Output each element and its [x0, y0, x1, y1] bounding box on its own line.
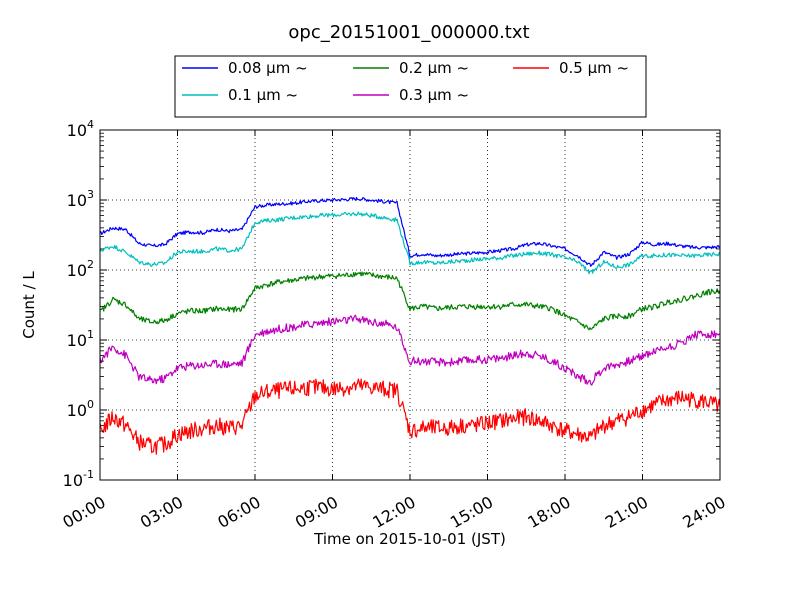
legend-frame	[174, 55, 647, 118]
legend-entry-label: 0.08 μm ~	[228, 59, 308, 77]
legend: 0.08 μm ~ 0.1 μm ~ 0.2 μm ~ 0.3 μm ~ 0.5 μm …	[174, 55, 647, 118]
series-line	[99, 211, 721, 275]
legend-entry-label: 0.2 μm ~	[399, 59, 469, 77]
legend-entry-label: 0.3 μm ~	[399, 86, 469, 104]
series-group	[99, 196, 721, 455]
grid	[100, 130, 720, 480]
y-tick-label: 103	[67, 188, 94, 210]
x-axis-label: Time on 2015-10-01 (JST)	[313, 530, 506, 548]
legend-entry-label: 0.5 μm ~	[559, 59, 629, 77]
legend-entry-label: 0.1 μm ~	[228, 86, 298, 104]
series-line	[99, 196, 721, 267]
plot-area	[100, 130, 720, 480]
chart-title: opc_20151001_000000.txt	[288, 22, 529, 43]
series-line	[100, 271, 721, 331]
series-line	[99, 378, 721, 455]
y-axis-label: Count / L	[20, 271, 38, 339]
y-tick-label: 101	[67, 328, 94, 350]
y-tick-label: 102	[67, 258, 94, 280]
y-tick-label: 10-1	[63, 468, 94, 490]
y-tick-label: 104	[67, 118, 94, 140]
y-tick-label: 100	[67, 398, 94, 420]
series-line	[99, 314, 721, 386]
y-axis-ticks: 10-1 100 101 102 103 104	[63, 118, 720, 490]
